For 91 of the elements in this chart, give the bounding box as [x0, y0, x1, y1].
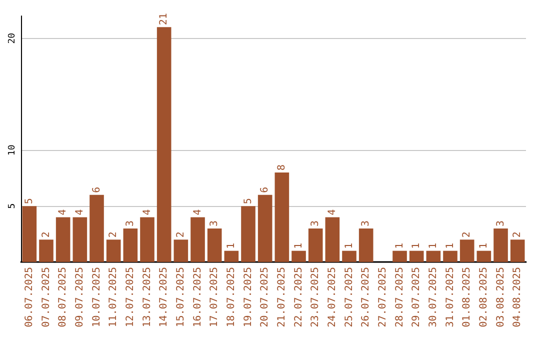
bar: [409, 250, 424, 262]
x-tick-label: 21.07.2025: [276, 267, 288, 328]
bar: [190, 217, 205, 262]
data-label: 4: [326, 209, 338, 216]
y-tick-label: 5: [8, 203, 18, 209]
x-tick-label: 29.07.2025: [411, 267, 422, 328]
x-tick-label: 17.07.2025: [209, 267, 220, 328]
x-tick-label: 08.07.2025: [58, 267, 69, 328]
data-label: 21: [158, 13, 170, 26]
x-tick-label: 28.07.2025: [394, 267, 406, 328]
data-label: 1: [444, 242, 456, 249]
bar: [106, 240, 121, 262]
bar: [22, 206, 37, 262]
x-tick-label: 27.07.2025: [377, 267, 388, 328]
x-tick-label: 23.07.2025: [310, 267, 322, 328]
data-label: 2: [512, 232, 524, 238]
bar: [258, 194, 272, 262]
bar: [56, 217, 70, 262]
bar: [156, 27, 172, 262]
x-tick-label: 13.07.2025: [142, 267, 153, 328]
x-tick-label: 30.07.2025: [428, 267, 439, 328]
data-label: 6: [91, 186, 102, 193]
data-label: 1: [478, 242, 490, 249]
x-tick-label: 15.07.2025: [175, 267, 186, 328]
data-label: 3: [124, 220, 136, 226]
data-label: 8: [276, 164, 288, 171]
data-label: 1: [394, 242, 406, 249]
data-label: 1: [226, 242, 237, 249]
bar: [241, 206, 256, 262]
x-tick-label: 10.07.2025: [91, 267, 102, 328]
y-tick-label: 20: [8, 32, 18, 44]
x-tick-label: 09.07.2025: [74, 267, 86, 328]
data-label: 4: [74, 209, 86, 216]
x-tick-label: 26.07.2025: [360, 267, 372, 328]
data-label: 4: [142, 209, 153, 216]
data-label: 1: [344, 242, 355, 249]
bar: [140, 217, 154, 262]
data-label: 1: [411, 242, 422, 249]
x-tick-label: 01.08.2025: [462, 267, 473, 328]
data-label: 3: [360, 220, 372, 226]
x-tick-label: 11.07.2025: [108, 267, 120, 328]
data-label: 6: [260, 186, 271, 193]
bar: [358, 228, 374, 262]
data-label: 5: [24, 198, 35, 204]
x-tick-label: 04.08.2025: [512, 267, 524, 328]
x-tick-label: 31.07.2025: [444, 267, 456, 328]
x-tick-label: 14.07.2025: [158, 267, 170, 328]
x-tick-label: 06.07.2025: [24, 267, 35, 328]
x-tick-label: 16.07.2025: [192, 267, 204, 328]
bar: [90, 194, 104, 262]
data-label: 3: [310, 220, 322, 226]
bar: [308, 228, 323, 262]
x-tick-label: 25.07.2025: [344, 267, 355, 328]
bar: [494, 228, 508, 262]
x-tick-label: 18.07.2025: [226, 267, 237, 328]
bar: [392, 250, 407, 262]
x-tick-label: 03.08.2025: [495, 267, 506, 328]
x-tick-label: 07.07.2025: [40, 267, 52, 328]
bar: [224, 250, 239, 262]
data-label: 5: [242, 198, 254, 204]
bar: [342, 250, 356, 262]
bar: [476, 250, 492, 262]
x-tick-label: 19.07.2025: [242, 267, 254, 328]
data-label: 1: [293, 242, 304, 249]
bar: [72, 217, 88, 262]
bar: [460, 240, 474, 262]
bar: [426, 250, 441, 262]
bar: [325, 217, 340, 262]
x-tick-label: 24.07.2025: [326, 267, 338, 328]
y-tick-label: 10: [8, 144, 18, 156]
data-label: 3: [209, 220, 220, 226]
data-label: 2: [40, 232, 52, 238]
data-label: 4: [192, 209, 204, 216]
x-tick-label: 22.07.2025: [293, 267, 304, 328]
bar: [174, 240, 188, 262]
data-label: 3: [495, 220, 506, 226]
data-label: 2: [175, 232, 186, 238]
bar: [510, 240, 525, 262]
bar: [39, 240, 54, 262]
bar: [207, 228, 222, 262]
x-tick-label: 12.07.2025: [124, 267, 136, 328]
bar: [123, 228, 138, 262]
data-label: 2: [108, 232, 120, 238]
bar: [274, 172, 290, 262]
data-label: 1: [428, 242, 439, 249]
data-label: 2: [462, 232, 473, 238]
x-tick-label: 20.07.2025: [260, 267, 271, 328]
bar: [443, 250, 458, 262]
x-tick-label: 02.08.2025: [478, 267, 490, 328]
bar: [292, 250, 306, 262]
data-label: 4: [58, 209, 69, 216]
